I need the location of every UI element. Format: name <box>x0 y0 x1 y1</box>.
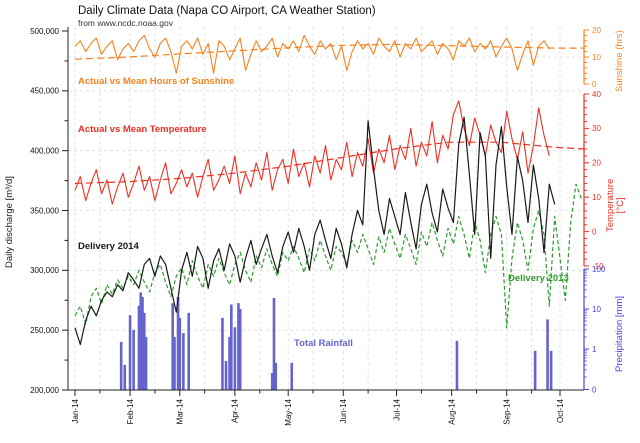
sunshine-series-label: Actual vs Mean Hours of Sunshine <box>78 76 235 87</box>
svg-text:Mar-14: Mar-14 <box>176 398 185 424</box>
svg-text:40: 40 <box>592 90 601 99</box>
svg-text:Jun-14: Jun-14 <box>339 398 348 423</box>
svg-text:400,000: 400,000 <box>30 146 59 155</box>
svg-text:10: 10 <box>592 53 601 62</box>
precipitation-axis-title: Precipitation [mm] <box>614 295 625 372</box>
svg-text:350,000: 350,000 <box>30 206 59 215</box>
svg-text:0: 0 <box>592 385 597 394</box>
temperature-axis-title: Temperature [°C] <box>605 179 627 232</box>
svg-text:10: 10 <box>592 193 601 202</box>
svg-text:Sep-14: Sep-14 <box>503 398 512 424</box>
svg-text:10: 10 <box>592 305 601 314</box>
svg-text:300,000: 300,000 <box>30 266 59 275</box>
svg-text:1: 1 <box>592 345 597 354</box>
svg-text:May-14: May-14 <box>284 398 293 425</box>
delivery-2013-series-label: Delivery 2013 <box>508 273 569 284</box>
svg-text:250,000: 250,000 <box>30 326 59 335</box>
svg-text:Aug-14: Aug-14 <box>447 398 456 424</box>
svg-text:Apr-14: Apr-14 <box>231 398 240 423</box>
svg-text:20: 20 <box>592 26 601 35</box>
svg-text:500,000: 500,000 <box>30 27 59 36</box>
svg-text:100: 100 <box>592 265 606 274</box>
svg-text:450,000: 450,000 <box>30 87 59 96</box>
delivery-2014-series-label: Delivery 2014 <box>78 241 139 252</box>
rainfall-series-label: Total Rainfall <box>294 338 353 349</box>
temperature-axis-title-line2: [°C] <box>615 197 627 214</box>
svg-text:0: 0 <box>592 227 597 236</box>
svg-text:Jan-14: Jan-14 <box>71 398 80 423</box>
svg-text:0: 0 <box>592 80 597 89</box>
y-left-axis-title: Daily discharge [m³/d] <box>4 176 15 268</box>
chart-title: Daily Climate Data (Napa CO Airport, CA … <box>78 5 376 17</box>
svg-text:-10: -10 <box>592 262 604 271</box>
svg-text:Feb-14: Feb-14 <box>126 398 135 424</box>
svg-text:Oct-14: Oct-14 <box>556 398 565 423</box>
sunshine-axis-title: Sunshine (hrs) <box>614 30 625 92</box>
temperature-series-label: Actual vs Mean Temperature <box>78 124 207 135</box>
chart-subtitle: from www.ncdc.noaa.gov <box>78 18 173 28</box>
svg-text:30: 30 <box>592 124 601 133</box>
svg-text:200,000: 200,000 <box>30 386 59 395</box>
svg-text:20: 20 <box>592 159 601 168</box>
svg-text:Jul-14: Jul-14 <box>392 398 401 420</box>
